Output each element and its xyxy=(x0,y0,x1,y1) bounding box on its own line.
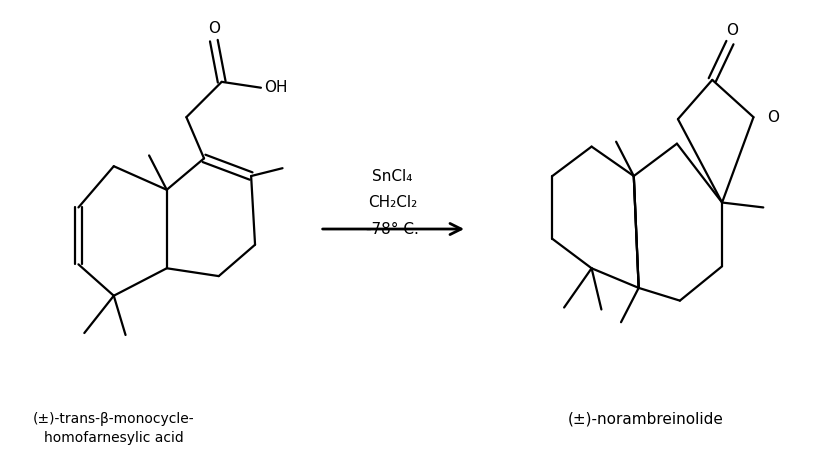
Text: (±)-trans-β-monocycle-
homofarnesylic acid: (±)-trans-β-monocycle- homofarnesylic ac… xyxy=(33,411,194,445)
Text: (±)-norambreinolide: (±)-norambreinolide xyxy=(567,411,723,426)
Text: O: O xyxy=(208,21,220,36)
Text: OH: OH xyxy=(264,80,287,95)
Text: SnCl₄: SnCl₄ xyxy=(372,168,412,183)
Text: CH₂Cl₂: CH₂Cl₂ xyxy=(367,195,417,210)
Text: O: O xyxy=(767,110,778,125)
Text: -78° C.: -78° C. xyxy=(366,222,418,237)
Text: O: O xyxy=(725,23,737,38)
